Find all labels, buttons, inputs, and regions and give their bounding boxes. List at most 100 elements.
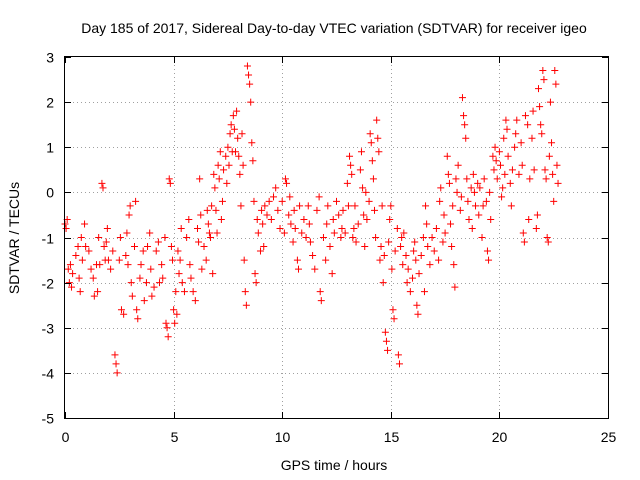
data-point (387, 202, 395, 210)
data-point (524, 121, 532, 129)
data-point (270, 193, 278, 201)
data-point (94, 288, 102, 296)
data-point (286, 193, 294, 201)
data-point (90, 292, 98, 300)
data-point (254, 229, 262, 237)
data-point (348, 170, 356, 178)
data-point (111, 351, 119, 359)
data-point (81, 220, 89, 228)
data-point (545, 152, 553, 160)
data-point (553, 161, 561, 169)
data-point (504, 152, 512, 160)
data-point (470, 188, 478, 196)
data-point (227, 121, 235, 129)
data-point (317, 297, 325, 305)
data-point (402, 252, 410, 260)
data-point (200, 243, 208, 251)
data-point (239, 161, 247, 169)
data-point (259, 220, 267, 228)
data-point (247, 98, 255, 106)
data-point (98, 179, 106, 187)
data-point (146, 229, 154, 237)
data-point (428, 234, 436, 241)
data-point (526, 175, 534, 183)
data-point (132, 197, 140, 205)
data-point (186, 261, 194, 269)
data-point (133, 306, 141, 314)
data-point (291, 224, 299, 232)
data-point (313, 206, 321, 214)
data-point (69, 270, 77, 278)
data-point (267, 215, 275, 223)
data-point (390, 315, 398, 323)
data-point (422, 202, 430, 210)
data-point (513, 116, 521, 124)
data-point (64, 265, 72, 273)
data-points (61, 62, 562, 377)
data-point (76, 288, 84, 296)
data-point (501, 170, 509, 178)
data-point (109, 247, 117, 255)
data-point (326, 243, 334, 251)
x-tick-label: 15 (384, 429, 400, 445)
data-point (328, 270, 336, 278)
data-point (309, 252, 317, 260)
data-point (463, 175, 471, 183)
data-point (189, 288, 197, 296)
data-point (306, 238, 314, 246)
y-tick-label: -4 (42, 366, 55, 382)
data-point (122, 252, 130, 260)
data-point (381, 328, 389, 336)
data-point (374, 134, 382, 142)
data-point (475, 211, 483, 219)
data-point (152, 247, 160, 255)
data-point (208, 202, 216, 210)
x-tick-label: 10 (275, 429, 291, 445)
data-point (534, 85, 542, 93)
data-point (485, 256, 493, 264)
data-point (171, 319, 179, 327)
data-point (139, 247, 147, 255)
data-point (202, 256, 210, 264)
data-point (462, 134, 470, 142)
x-tick-label: 20 (492, 429, 508, 445)
y-tick-label: 1 (46, 140, 54, 156)
data-point (315, 193, 323, 201)
data-point (75, 274, 83, 282)
data-point (554, 179, 562, 187)
x-axis-label: GPS time / hours (281, 457, 388, 473)
data-point (457, 193, 465, 201)
data-point (107, 265, 115, 273)
data-point (74, 243, 82, 251)
data-point (274, 206, 282, 214)
data-point (368, 157, 376, 165)
data-point (468, 224, 476, 232)
data-point (104, 256, 112, 264)
data-point (175, 270, 183, 278)
data-point (413, 301, 421, 309)
data-point (298, 229, 306, 237)
data-point (300, 215, 308, 223)
data-point (183, 234, 191, 241)
data-point (238, 130, 246, 138)
data-point (445, 179, 453, 187)
data-point (333, 197, 340, 205)
data-point (265, 197, 273, 205)
data-point (337, 234, 345, 241)
data-point (500, 134, 508, 142)
data-point (362, 188, 370, 196)
data-point (178, 279, 186, 287)
data-point (224, 143, 232, 151)
data-point (542, 175, 550, 183)
data-point (213, 229, 221, 237)
data-point (398, 234, 406, 241)
data-point (502, 116, 510, 124)
data-point (367, 139, 375, 147)
data-point (140, 297, 148, 305)
data-point (220, 166, 228, 174)
data-point (148, 292, 156, 300)
data-point (360, 211, 368, 219)
data-point (323, 220, 331, 228)
data-point (540, 76, 548, 84)
data-point (365, 197, 373, 205)
